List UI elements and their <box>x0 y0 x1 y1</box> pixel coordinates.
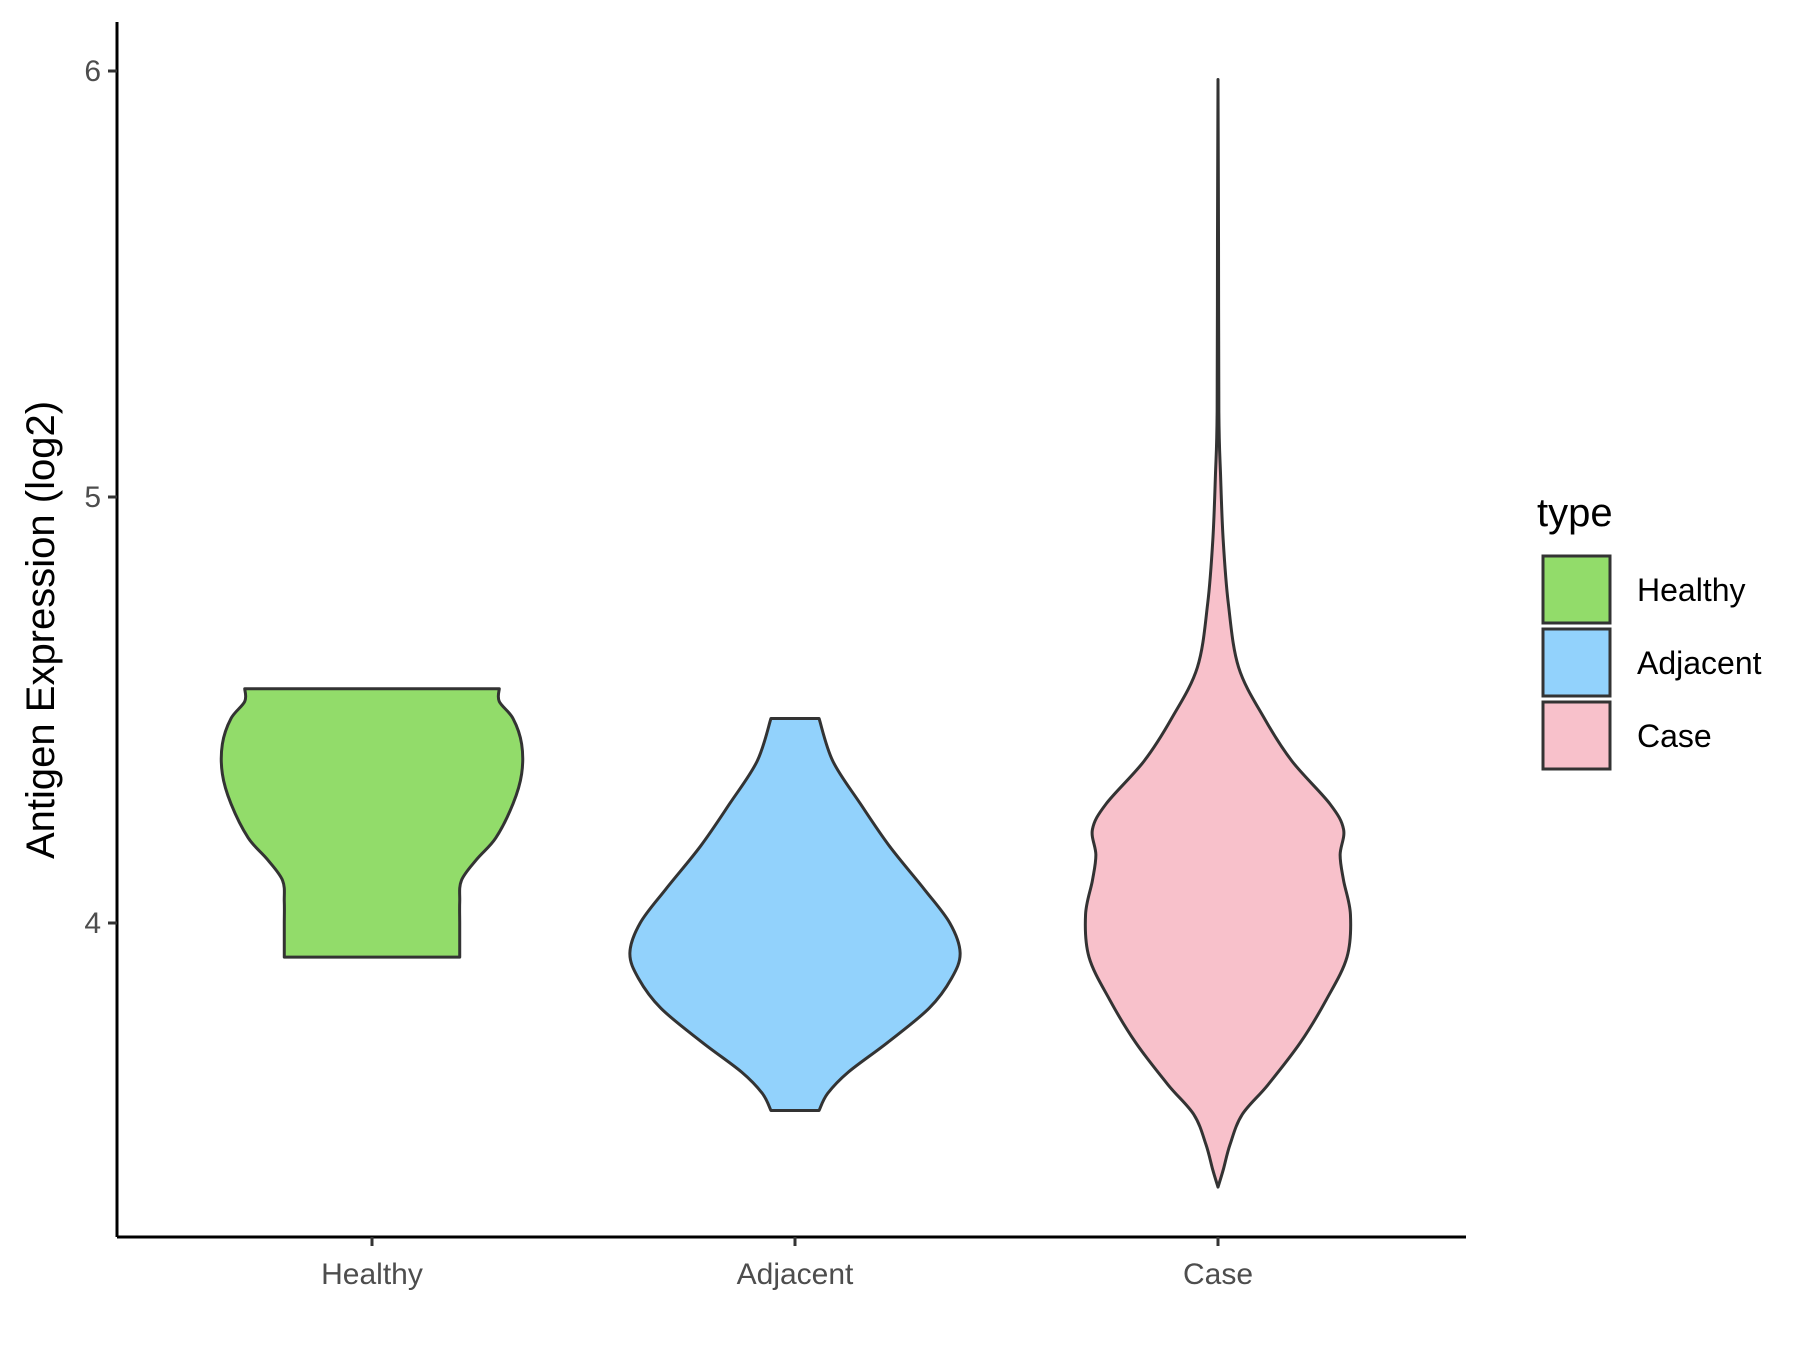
legend: type Healthy Adjacent Case <box>1537 491 1762 771</box>
x-axis-ticks: Healthy Adjacent Case <box>321 1237 1253 1291</box>
y-tick-label: 5 <box>84 481 101 514</box>
y-axis-title: Antigen Expression (log2) <box>19 401 63 859</box>
legend-label-case: Case <box>1637 718 1712 754</box>
x-tick-label-adjacent: Adjacent <box>737 1258 854 1291</box>
y-tick-label: 4 <box>84 907 101 940</box>
legend-label-healthy: Healthy <box>1637 572 1746 608</box>
legend-title: type <box>1537 491 1613 535</box>
violin-case <box>1083 78 1353 1189</box>
y-axis-ticks: 4 5 6 <box>84 55 117 940</box>
violin-adjacent <box>628 717 962 1112</box>
legend-swatch-healthy <box>1541 554 1612 625</box>
legend-label-adjacent: Adjacent <box>1637 645 1762 681</box>
violin-healthy <box>219 687 525 959</box>
plot-area <box>219 78 1353 1189</box>
x-tick-label-case: Case <box>1183 1258 1253 1291</box>
legend-swatch-adjacent <box>1541 627 1612 698</box>
y-tick-label: 6 <box>84 55 101 88</box>
x-tick-label-healthy: Healthy <box>321 1258 423 1291</box>
legend-swatch-case <box>1541 700 1612 771</box>
